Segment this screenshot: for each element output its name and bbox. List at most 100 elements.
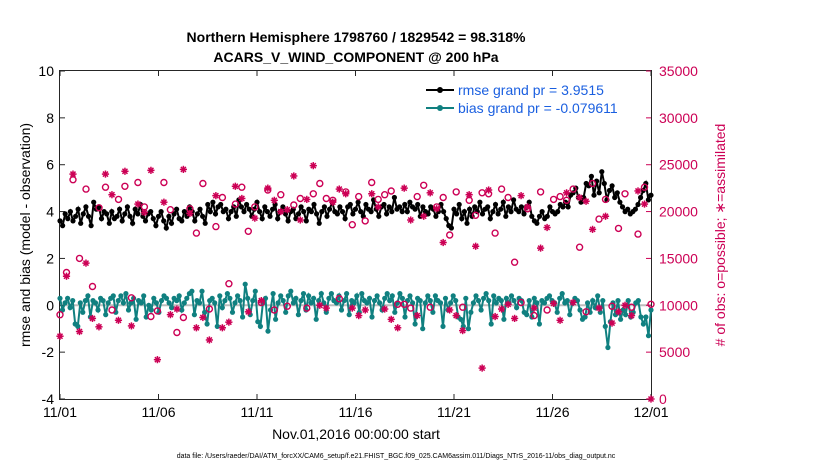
data-point-bias bbox=[125, 307, 132, 313]
assimilated-obs-marker bbox=[368, 190, 376, 198]
data-point-bias bbox=[293, 295, 299, 301]
x-tick-label: 11/06 bbox=[142, 404, 176, 420]
data-point-rmse bbox=[285, 218, 291, 224]
data-point-rmse bbox=[130, 220, 136, 226]
possible-obs-marker bbox=[147, 312, 155, 321]
assimilated-obs-marker bbox=[348, 304, 356, 312]
data-point-rmse bbox=[316, 220, 322, 226]
data-point-bias bbox=[237, 298, 243, 304]
data-point-rmse bbox=[376, 213, 382, 219]
data-point-bias bbox=[567, 312, 573, 318]
assimilated-obs-marker bbox=[147, 166, 155, 174]
data-point-bias bbox=[623, 312, 629, 318]
data-point-bias bbox=[503, 295, 509, 301]
data-point-rmse bbox=[599, 169, 605, 175]
chart-subtitle: ACARS_V_WIND_COMPONENT @ 200 hPa bbox=[213, 49, 498, 65]
data-point-rmse bbox=[420, 204, 426, 210]
data-point-bias bbox=[328, 291, 334, 297]
y-tick-label-left: -2 bbox=[42, 344, 55, 360]
possible-obs-marker bbox=[205, 305, 214, 313]
data-point-bias bbox=[273, 316, 279, 322]
assimilated-obs-marker bbox=[381, 305, 389, 313]
data-point-bias bbox=[392, 309, 398, 315]
data-point-bias bbox=[600, 298, 606, 304]
possible-obs-marker bbox=[556, 192, 564, 201]
possible-obs-marker bbox=[588, 179, 597, 188]
data-point-rmse bbox=[233, 213, 239, 219]
data-point-bias bbox=[300, 291, 307, 297]
possible-obs-marker bbox=[95, 204, 103, 212]
data-point-rmse bbox=[80, 211, 86, 217]
data-point-rmse bbox=[57, 218, 63, 224]
data-point-rmse bbox=[505, 204, 511, 210]
possible-obs-marker bbox=[218, 193, 227, 202]
data-point-rmse bbox=[381, 201, 387, 208]
data-point-bias bbox=[326, 295, 332, 301]
assimilated-obs-marker bbox=[290, 172, 298, 180]
possible-obs-marker bbox=[212, 222, 220, 231]
data-point-rmse bbox=[109, 209, 115, 215]
data-point-bias bbox=[245, 295, 251, 301]
data-point-rmse bbox=[472, 204, 478, 210]
data-point-rmse bbox=[479, 211, 486, 217]
data-point-bias bbox=[498, 298, 504, 304]
possible-obs-marker bbox=[543, 306, 551, 314]
data-point-bias bbox=[65, 295, 71, 301]
data-point-rmse bbox=[212, 211, 219, 217]
data-point-rmse bbox=[270, 206, 276, 212]
possible-obs-marker bbox=[238, 183, 246, 191]
data-point-bias bbox=[364, 300, 370, 306]
data-point-rmse bbox=[275, 216, 281, 222]
data-point-rmse bbox=[632, 206, 639, 212]
y-tick-label-right: 35000 bbox=[659, 63, 698, 79]
data-point-bias bbox=[541, 300, 548, 306]
data-point-rmse bbox=[485, 204, 491, 210]
data-point-bias bbox=[369, 314, 375, 320]
data-point-bias bbox=[224, 291, 230, 297]
data-point-bias bbox=[531, 295, 537, 301]
possible-obs-marker bbox=[355, 192, 363, 201]
data-point-bias bbox=[422, 300, 428, 306]
data-point-rmse bbox=[459, 216, 465, 222]
data-point-rmse bbox=[122, 211, 128, 217]
possible-obs-marker bbox=[361, 217, 369, 225]
data-point-bias bbox=[475, 298, 482, 304]
possible-obs-marker bbox=[75, 254, 84, 263]
data-point-bias bbox=[448, 300, 454, 306]
data-point-bias bbox=[179, 307, 185, 313]
assimilated-obs-marker bbox=[238, 194, 246, 203]
assimilated-obs-marker bbox=[420, 212, 428, 220]
data-point-rmse bbox=[280, 204, 286, 210]
data-point-rmse bbox=[487, 216, 493, 222]
possible-obs-marker bbox=[614, 224, 623, 233]
data-point-bias bbox=[82, 298, 88, 304]
possible-obs-marker bbox=[569, 185, 577, 193]
assimilated-obs-marker bbox=[316, 301, 324, 309]
data-point-bias bbox=[397, 291, 403, 297]
data-point-bias bbox=[559, 291, 565, 297]
data-point-rmse bbox=[194, 211, 200, 217]
data-point-rmse bbox=[461, 209, 467, 215]
assimilated-obs-marker bbox=[303, 195, 311, 203]
data-point-rmse bbox=[433, 213, 439, 219]
data-point-rmse bbox=[314, 211, 320, 217]
possible-obs-marker bbox=[296, 194, 304, 203]
y-tick-label-right: 0 bbox=[659, 391, 667, 407]
assimilated-obs-marker bbox=[536, 244, 545, 252]
data-point-rmse bbox=[448, 225, 454, 231]
assimilated-obs-marker bbox=[75, 327, 84, 336]
assimilated-obs-marker bbox=[530, 304, 538, 312]
data-point-rmse bbox=[192, 218, 198, 224]
data-point-rmse bbox=[210, 199, 216, 205]
data-point-bias bbox=[141, 293, 147, 299]
data-point-rmse bbox=[350, 211, 356, 217]
data-point-rmse bbox=[425, 211, 431, 217]
assimilated-obs-marker bbox=[374, 203, 382, 211]
data-point-rmse bbox=[614, 190, 620, 196]
assimilated-obs-marker bbox=[270, 196, 278, 204]
data-point-rmse bbox=[645, 197, 652, 203]
assimilated-obs-marker bbox=[205, 336, 213, 344]
data-point-rmse bbox=[303, 218, 309, 224]
data-point-rmse bbox=[342, 216, 348, 222]
